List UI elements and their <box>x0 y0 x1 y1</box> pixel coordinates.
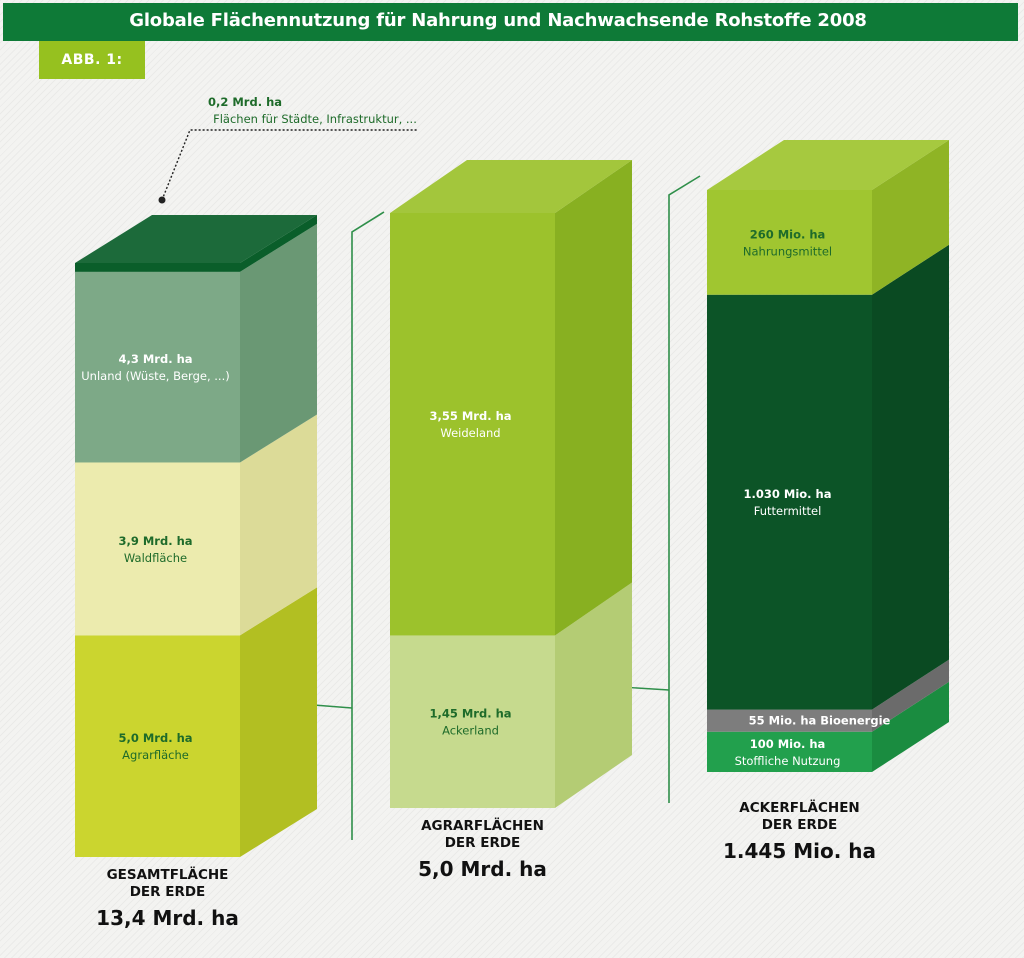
segment-name-0-1: Waldfläche <box>124 551 187 565</box>
bar-segment-front-2-2 <box>707 294 872 710</box>
bar-segment-side-0-3 <box>240 215 317 272</box>
bar-segment-front-0-1 <box>75 462 240 636</box>
bar-segment-side-2-0 <box>872 681 949 772</box>
callout-name: Flächen für Städte, Infrastruktur, ... <box>213 112 417 126</box>
segment-name-0-2: Unland (Wüste, Berge, ...) <box>81 369 229 383</box>
bracket-acker <box>668 175 701 803</box>
column-caption-0-0: GESAMTFLÄCHE <box>107 866 229 883</box>
bar-segment-front-1-0 <box>390 635 555 808</box>
bar-segment-side-1-0 <box>555 582 632 808</box>
segment-value-2-0: 100 Mio. ha <box>750 737 826 751</box>
bar-segment-front-2-0 <box>707 731 872 772</box>
bar-segment-side-1-1 <box>555 160 632 636</box>
segment-name-2-3: Nahrungsmittel <box>743 244 832 258</box>
segment-name-2-0: Stoffliche Nutzung <box>735 754 841 768</box>
bar-segment-front-0-2 <box>75 271 240 463</box>
column-caption-0-1: DER ERDE <box>130 884 206 900</box>
segment-value-0-1: 3,9 Mrd. ha <box>118 534 192 548</box>
callout-line <box>161 129 418 201</box>
figure-label: ABB. 1: <box>39 41 145 79</box>
bar-segment-side-0-1 <box>240 414 317 636</box>
segment-name-2-2: Futtermittel <box>754 504 822 518</box>
segment-value-0-2: 4,3 Mrd. ha <box>118 352 192 366</box>
bar-segment-side-0-0 <box>240 587 317 857</box>
bar-segment-front-0-0 <box>75 635 240 857</box>
bar-top-face-2 <box>707 140 949 190</box>
segment-value-2-3: 260 Mio. ha <box>750 227 826 241</box>
header-bar: Globale Flächennutzung für Nahrung und N… <box>3 3 1018 41</box>
segment-label-2-1: 55 Mio. ha Bioenergie <box>749 714 891 728</box>
bar-top-face-1 <box>390 160 632 213</box>
bar-segment-side-2-2 <box>872 244 949 710</box>
segment-value-1-1: 3,55 Mrd. ha <box>429 409 511 423</box>
column-caption-2-1: DER ERDE <box>762 817 838 833</box>
segment-name-0-0: Agrarfläche <box>122 748 189 762</box>
column-caption-1-0: AGRARFLÄCHEN <box>421 817 544 834</box>
column-caption-1-1: DER ERDE <box>445 835 521 851</box>
callout-value: 0,2 Mrd. ha <box>208 95 282 109</box>
segment-name-1-0: Ackerland <box>442 724 499 738</box>
segment-name-1-1: Weideland <box>440 426 500 440</box>
segment-value-2-2: 1.030 Mio. ha <box>744 487 832 501</box>
segment-value-1-0: 1,45 Mrd. ha <box>429 707 511 721</box>
bar-segment-front-1-1 <box>390 213 555 636</box>
chart-title: Globale Flächennutzung für Nahrung und N… <box>129 10 867 31</box>
bar-segment-side-0-2 <box>240 223 317 463</box>
bar-segment-side-2-1 <box>872 659 949 732</box>
column-total-0: 13,4 Mrd. ha <box>96 906 239 930</box>
bar-segment-front-2-1 <box>707 709 872 732</box>
bar-segment-front-0-3 <box>75 263 240 272</box>
bar-segment-front-2-3 <box>707 190 872 295</box>
callout-dot <box>158 196 166 204</box>
column-total-1: 5,0 Mrd. ha <box>418 857 547 881</box>
bar-top-face-0 <box>75 215 317 263</box>
column-caption-2-0: ACKERFLÄCHEN <box>739 799 859 816</box>
segment-value-0-0: 5,0 Mrd. ha <box>118 731 192 745</box>
bracket-agrar <box>351 211 385 840</box>
column-total-2: 1.445 Mio. ha <box>723 839 876 863</box>
bar-segment-side-2-3 <box>872 140 949 295</box>
